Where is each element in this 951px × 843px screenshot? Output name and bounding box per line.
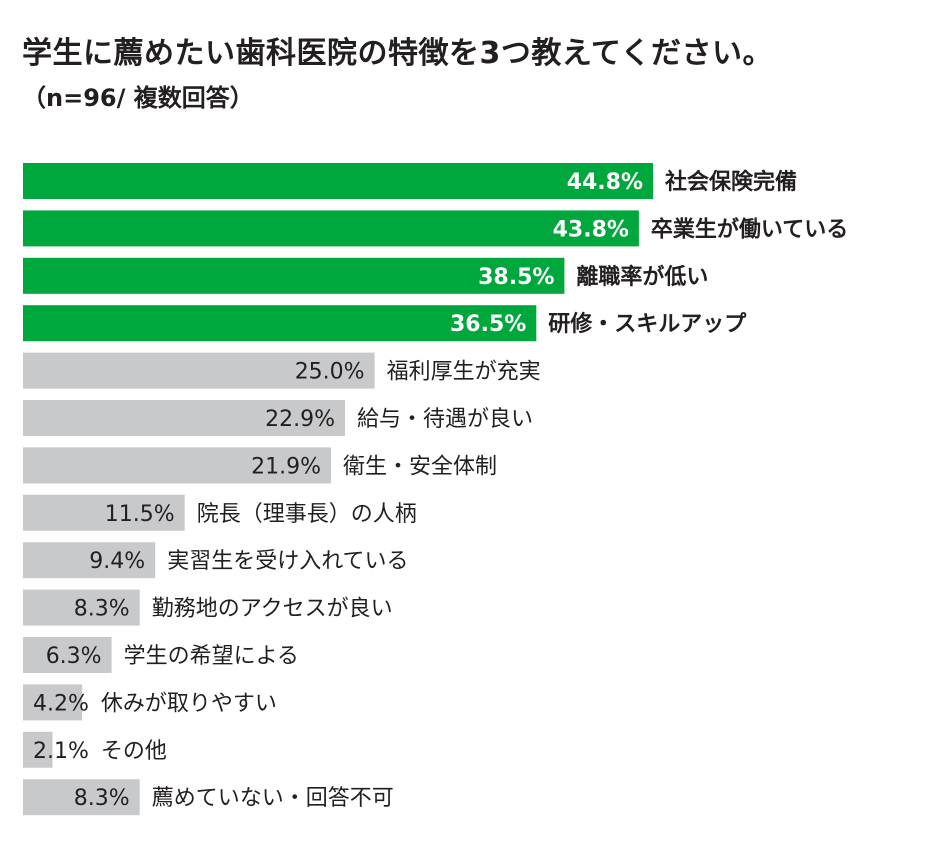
bar-value-label: 11.5% bbox=[105, 502, 175, 527]
bar-row: 2.1% その他 bbox=[23, 731, 167, 768]
bar bbox=[23, 684, 83, 721]
bar bbox=[23, 779, 140, 816]
bar-value-label: 4.2% bbox=[33, 691, 89, 716]
bar-value-label: 8.3% bbox=[74, 786, 130, 811]
bar-value-label: 9.4% bbox=[89, 549, 145, 574]
bar-row: 44.8% 社会保険完備 bbox=[23, 163, 797, 199]
bar-row: 11.5% 院長（理事長）の人柄 bbox=[23, 494, 417, 531]
bar bbox=[23, 352, 375, 389]
bar-row: 8.3% 勤務地のアクセスが良い bbox=[23, 589, 393, 626]
bar-value-label: 43.8% bbox=[553, 217, 629, 242]
bar bbox=[23, 494, 185, 531]
bar-row: 8.3% 薦めていない・回答不可 bbox=[23, 779, 394, 816]
bar-category-label: 社会保険完備 bbox=[665, 169, 797, 195]
chart-subtitle: （n=96/ 複数回答） bbox=[22, 84, 254, 112]
bar-row: 4.2% 休みが取りやすい bbox=[23, 684, 277, 721]
bar-category-label: 勤務地のアクセスが良い bbox=[152, 597, 393, 622]
bar-category-label: 離職率が低い bbox=[576, 264, 708, 290]
bar-value-label: 22.9% bbox=[265, 407, 335, 432]
bar-row: 21.9% 衛生・安全体制 bbox=[23, 447, 497, 484]
bar bbox=[23, 210, 639, 247]
chart-title: 学生に薦めたい歯科医院の特徴を3つ教えてください。 bbox=[22, 36, 773, 71]
bar-row: 22.9% 給与・待遇が良い bbox=[23, 400, 533, 436]
bar-value-label: 38.5% bbox=[478, 265, 554, 290]
bar-value-label: 8.3% bbox=[74, 597, 130, 622]
bar bbox=[23, 542, 156, 579]
bar bbox=[23, 637, 112, 673]
bar bbox=[23, 257, 565, 294]
bar-row: 25.0% 福利厚生が充実 bbox=[23, 352, 541, 389]
bar-value-label: 6.3% bbox=[46, 644, 102, 669]
bar-category-label: 院長（理事長）の人柄 bbox=[197, 502, 417, 527]
bar-value-label: 25.0% bbox=[295, 360, 365, 385]
bar-value-label: 44.8% bbox=[567, 170, 643, 195]
bar-category-label: 給与・待遇が良い bbox=[357, 407, 533, 432]
bar-row: 9.4% 実習生を受け入れている bbox=[23, 542, 409, 579]
bar-category-label: 休みが取りやすい bbox=[101, 691, 277, 716]
bar bbox=[23, 731, 53, 768]
bar-row: 6.3% 学生の希望による bbox=[23, 637, 299, 673]
bar-value-label: 21.9% bbox=[251, 454, 321, 479]
bar-category-label: 福利厚生が充実 bbox=[387, 360, 541, 385]
bar bbox=[23, 400, 345, 436]
bar-row: 36.5% 研修・スキルアップ bbox=[23, 305, 747, 342]
bar bbox=[23, 589, 140, 626]
bar bbox=[23, 163, 653, 199]
bar-category-label: その他 bbox=[101, 739, 167, 764]
bar-category-label: 薦めていない・回答不可 bbox=[152, 786, 394, 811]
bar-value-label: 2.1% bbox=[33, 739, 89, 764]
bar-category-label: 卒業生が働いている bbox=[651, 216, 848, 242]
bar-category-label: 衛生・安全体制 bbox=[343, 454, 497, 479]
bar-category-label: 実習生を受け入れている bbox=[167, 549, 408, 574]
bar-value-label: 36.5% bbox=[450, 312, 526, 337]
bar-category-label: 研修・スキルアップ bbox=[548, 311, 747, 337]
bar-category-label: 学生の希望による bbox=[124, 644, 299, 669]
bar bbox=[23, 305, 537, 342]
bar bbox=[23, 447, 331, 484]
bar-row: 43.8% 卒業生が働いている bbox=[23, 210, 848, 247]
bar-row: 38.5% 離職率が低い bbox=[23, 257, 708, 294]
